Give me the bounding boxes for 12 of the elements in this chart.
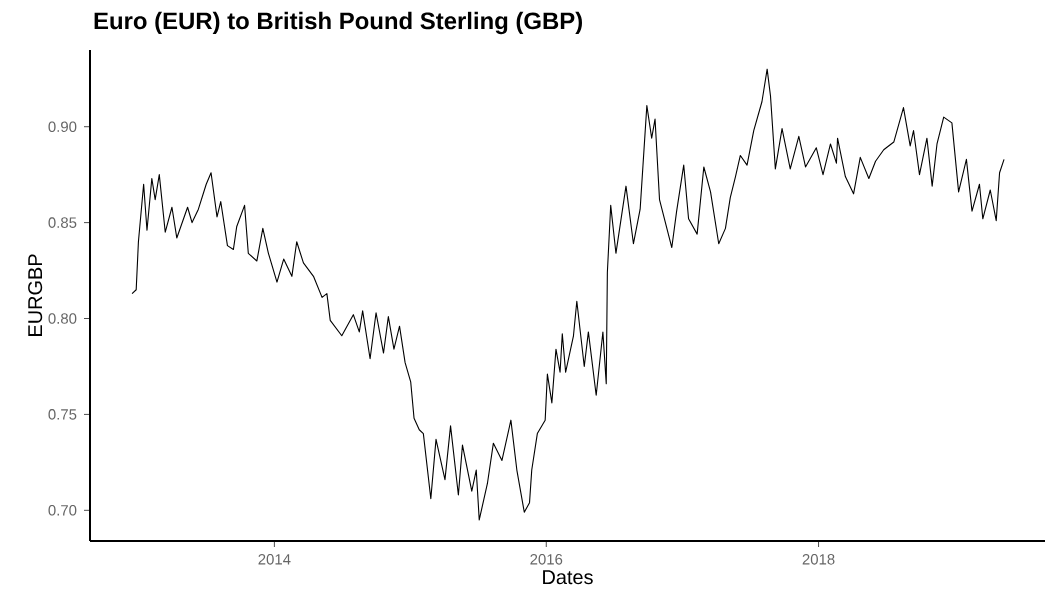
y-tick-label: 0.80	[48, 313, 77, 324]
y-tick-label: 0.75	[48, 409, 77, 420]
line-series	[131, 68, 1005, 521]
y-tick-label: 0.85	[48, 217, 77, 228]
x-tick-label: 2016	[530, 554, 563, 565]
x-tick-label: 2018	[802, 554, 835, 565]
x-tick-label: 2014	[258, 554, 291, 565]
y-axis-title: EURGBP	[28, 254, 43, 336]
x-axis-title: Dates	[543, 570, 593, 585]
y-tick-label: 0.90	[48, 121, 77, 133]
y-tick-label: 0.70	[48, 505, 77, 516]
chart-title: Euro (EUR) to British Pound Sterling (GBP)	[94, 11, 582, 35]
